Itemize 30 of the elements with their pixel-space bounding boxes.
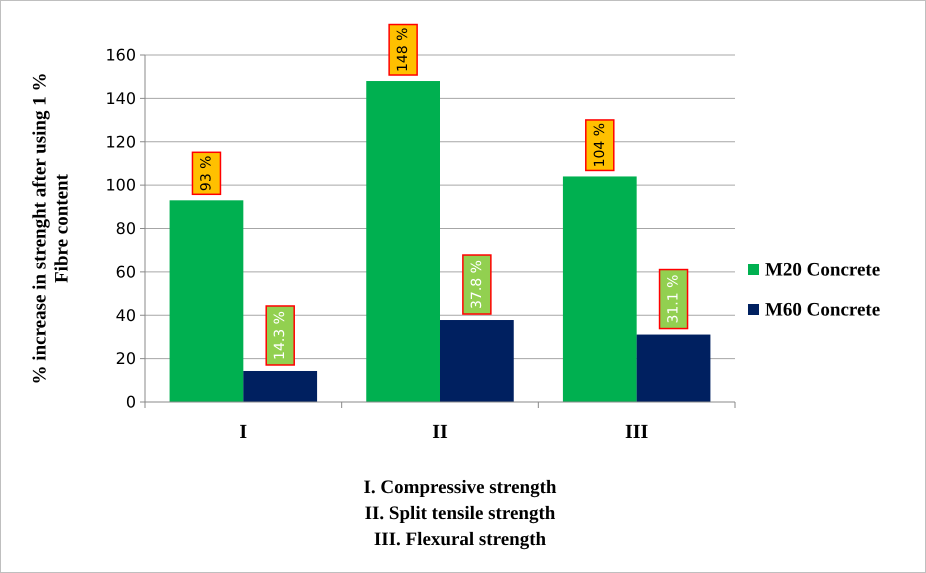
data-label: 37.8 % [468,260,485,309]
y-axis-title: % increase in strenght after using 1 % Fibre content [30,72,72,384]
y-tick-label: 40 [116,306,136,325]
y-tick-label: 120 [105,132,136,152]
bar [366,81,440,402]
data-label: 31.1 % [666,274,682,324]
y-tick-label: 60 [116,262,136,282]
text: II. Split tensile strength [364,503,556,524]
data-label: 104 % [592,122,608,168]
y-tick-label: 20 [116,349,136,368]
bar [440,320,514,402]
x-tick-label: I [239,421,248,443]
text: I. Compressive strength [364,477,557,498]
data-label: 93 % [198,156,214,192]
y-tick-label: 100 [105,176,136,195]
legend-label: M60 Concrete [765,300,880,320]
bar [562,176,637,402]
data-label: 148 % [395,28,412,72]
y-tick-label: 160 [105,46,136,64]
y-tick-label: 80 [116,219,136,238]
x-tick-label: III [624,421,649,443]
y-tick-label: 140 [105,88,136,108]
bar [243,370,318,402]
y-tick-label: 0 [126,392,136,412]
x-tick-label: II [432,421,448,443]
legend-label: M20 Concrete [765,260,880,280]
bar [636,334,710,402]
data-label: 14.3 % [272,311,288,360]
text: III. Flexural strength [374,529,547,550]
bar [170,200,244,402]
